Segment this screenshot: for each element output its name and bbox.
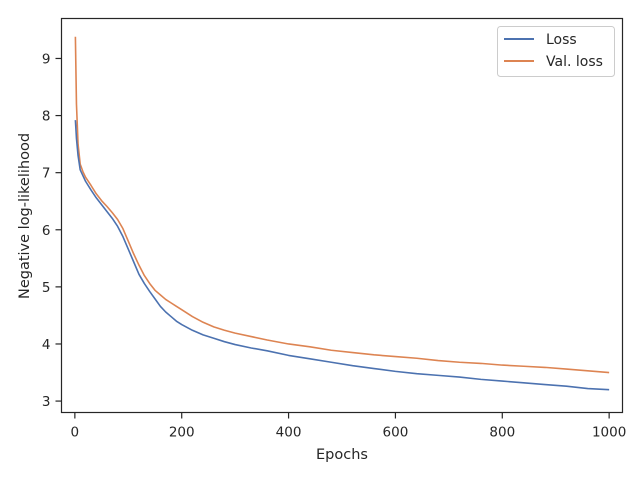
x-tick-label: 200 [169,425,195,441]
x-tick-label: 400 [276,425,302,441]
x-tick-label: 0 [71,425,80,441]
x-axis-ticks: 0 200 400 600 800 1000 [71,412,626,441]
y-tick-label: 7 [42,166,51,182]
y-axis-ticks: 3 4 5 6 7 8 9 [42,51,62,410]
x-tick-label: 600 [383,425,409,441]
x-tick-label: 1000 [592,425,626,441]
y-tick-label: 4 [42,337,51,353]
plot-frame [60,17,624,414]
plot-series [74,36,610,391]
y-axis-label: Negative log-likelihood [17,133,33,299]
y-tick-label: 8 [42,109,51,125]
x-axis-label: Epochs [316,447,368,463]
y-tick-label: 3 [42,394,51,410]
legend: Loss Val. loss [497,26,615,77]
series-line-loss [74,120,610,391]
legend-label-loss: Loss [546,32,577,48]
series-line-val-loss [74,36,610,374]
y-tick-label: 5 [42,280,51,296]
legend-label-val-loss: Val. loss [546,54,603,70]
y-tick-label: 9 [42,51,51,67]
x-tick-label: 800 [489,425,515,441]
y-tick-label: 6 [42,223,51,239]
